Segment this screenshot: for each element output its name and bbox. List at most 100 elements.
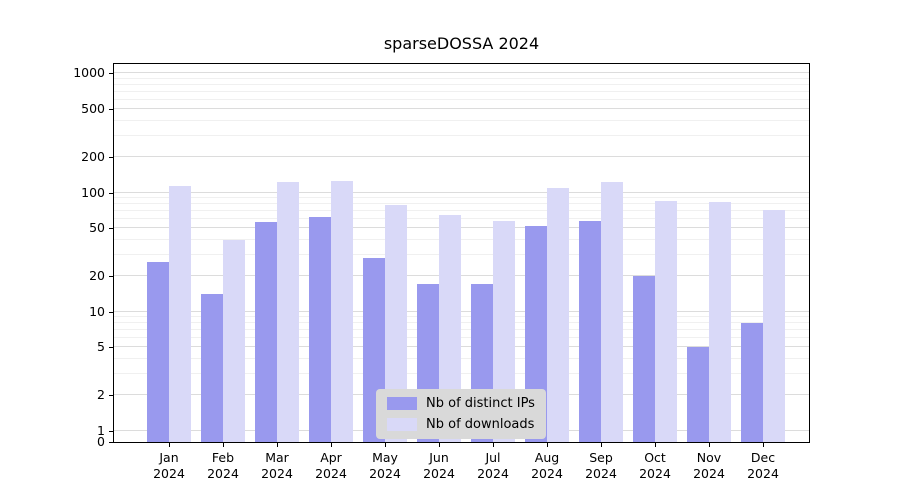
gridline-minor bbox=[114, 210, 809, 211]
x-tick-mark bbox=[223, 443, 224, 447]
y-tick-mark bbox=[109, 442, 113, 443]
x-tick-label: Nov 2024 bbox=[678, 450, 740, 482]
x-tick-year: 2024 bbox=[315, 466, 347, 481]
x-tick-year: 2024 bbox=[423, 466, 455, 481]
bar-downloads bbox=[763, 209, 785, 442]
y-tick-label: 1000 bbox=[73, 65, 105, 81]
gridline-minor bbox=[114, 372, 809, 374]
gridline-minor bbox=[114, 134, 809, 136]
bar-downloads bbox=[277, 182, 299, 442]
gridline-minor bbox=[114, 217, 809, 219]
y-tick-mark bbox=[109, 311, 113, 313]
y-tick-mark bbox=[109, 109, 113, 111]
x-tick-label: Jun 2024 bbox=[408, 450, 470, 482]
x-tick-year: 2024 bbox=[369, 466, 401, 481]
x-tick-mark bbox=[277, 443, 278, 447]
bar-distinct-ips bbox=[255, 221, 277, 442]
x-tick-label: Dec 2024 bbox=[732, 450, 794, 482]
gridline-major bbox=[114, 72, 809, 74]
bar-downloads bbox=[331, 180, 353, 442]
y-tick-mark bbox=[109, 228, 113, 230]
x-tick-month: Nov bbox=[696, 450, 722, 465]
bar-downloads bbox=[385, 205, 407, 442]
x-tick-month: Jul bbox=[485, 450, 501, 465]
legend-label-downloads: Nb of downloads bbox=[426, 417, 535, 432]
gridline-minor bbox=[114, 90, 809, 92]
x-tick-mark bbox=[385, 443, 386, 447]
legend-item-downloads: Nb of downloads bbox=[387, 417, 535, 432]
y-tick-label: 100 bbox=[81, 184, 105, 200]
x-tick-mark bbox=[169, 443, 170, 447]
bar-distinct-ips bbox=[525, 226, 547, 442]
y-tick-label: 20 bbox=[89, 267, 105, 283]
x-tick-year: 2024 bbox=[207, 466, 239, 481]
y-tick-mark bbox=[109, 394, 113, 396]
y-tick-label: 1 bbox=[97, 422, 105, 438]
x-tick-year: 2024 bbox=[153, 466, 185, 481]
x-tick-mark bbox=[547, 443, 548, 447]
x-tick-month: Apr bbox=[320, 450, 342, 465]
x-tick-label: Jan 2024 bbox=[138, 450, 200, 482]
gridline-minor bbox=[114, 203, 809, 205]
gridline-major bbox=[114, 274, 809, 276]
bar-downloads bbox=[709, 202, 731, 442]
x-tick-year: 2024 bbox=[639, 466, 671, 481]
x-tick-label: Oct 2024 bbox=[624, 450, 686, 482]
bar-distinct-ips bbox=[147, 262, 169, 442]
gridline-major bbox=[114, 310, 809, 312]
bar-downloads bbox=[493, 220, 515, 442]
bar-downloads bbox=[547, 187, 569, 442]
y-tick-label: 200 bbox=[81, 148, 105, 164]
x-tick-month: Aug bbox=[534, 450, 560, 465]
x-tick-label: Apr 2024 bbox=[300, 450, 362, 482]
bar-distinct-ips bbox=[201, 294, 223, 442]
y-tick-mark bbox=[109, 156, 113, 158]
bar-downloads bbox=[439, 214, 461, 442]
x-tick-mark bbox=[601, 443, 602, 447]
gridline-minor bbox=[114, 238, 809, 240]
x-tick-label: Sep 2024 bbox=[570, 450, 632, 482]
x-tick-month: Dec bbox=[750, 450, 776, 465]
bar-distinct-ips bbox=[579, 220, 601, 442]
y-tick-label: 0 bbox=[97, 434, 105, 449]
bar-downloads bbox=[655, 200, 677, 442]
x-tick-mark bbox=[709, 443, 710, 447]
x-tick-label: Aug 2024 bbox=[516, 450, 578, 482]
bar-distinct-ips bbox=[633, 275, 655, 442]
x-tick-mark bbox=[763, 443, 764, 447]
y-tick-mark bbox=[109, 275, 113, 277]
legend-label-distinct-ips: Nb of distinct IPs bbox=[426, 396, 535, 411]
legend: Nb of distinct IPs Nb of downloads bbox=[376, 389, 546, 439]
gridline-major bbox=[114, 191, 809, 193]
x-tick-month: Mar bbox=[265, 450, 289, 465]
x-tick-month: Feb bbox=[211, 450, 235, 465]
x-tick-month: Jan bbox=[159, 450, 179, 465]
legend-swatch-distinct-ips bbox=[387, 397, 417, 410]
x-tick-month: Jun bbox=[429, 450, 449, 465]
gridline-minor bbox=[114, 337, 809, 338]
x-tick-year: 2024 bbox=[531, 466, 563, 481]
gridline-minor bbox=[114, 316, 809, 317]
gridline-major bbox=[114, 227, 809, 229]
x-tick-year: 2024 bbox=[261, 466, 293, 481]
gridline-minor bbox=[114, 322, 809, 324]
x-tick-month: Sep bbox=[589, 450, 613, 465]
x-tick-label: Mar 2024 bbox=[246, 450, 308, 482]
x-tick-mark bbox=[493, 443, 494, 447]
gridline-minor bbox=[114, 98, 809, 100]
x-tick-label: Jul 2024 bbox=[462, 450, 524, 482]
bar-downloads bbox=[223, 239, 245, 442]
gridline-major bbox=[114, 108, 809, 110]
x-tick-year: 2024 bbox=[693, 466, 725, 481]
y-tick-mark bbox=[109, 430, 113, 432]
gridline-minor bbox=[114, 84, 809, 85]
gridline-minor bbox=[114, 119, 809, 121]
plot-area: Nb of distinct IPs Nb of downloads bbox=[113, 63, 810, 443]
chart-title: sparseDOSSA 2024 bbox=[383, 34, 540, 53]
y-tick-label: 10 bbox=[89, 303, 105, 319]
x-tick-month: May bbox=[372, 450, 398, 465]
y-tick-label: 50 bbox=[89, 220, 105, 236]
gridline-minor bbox=[114, 253, 809, 255]
x-tick-label: Feb 2024 bbox=[192, 450, 254, 482]
